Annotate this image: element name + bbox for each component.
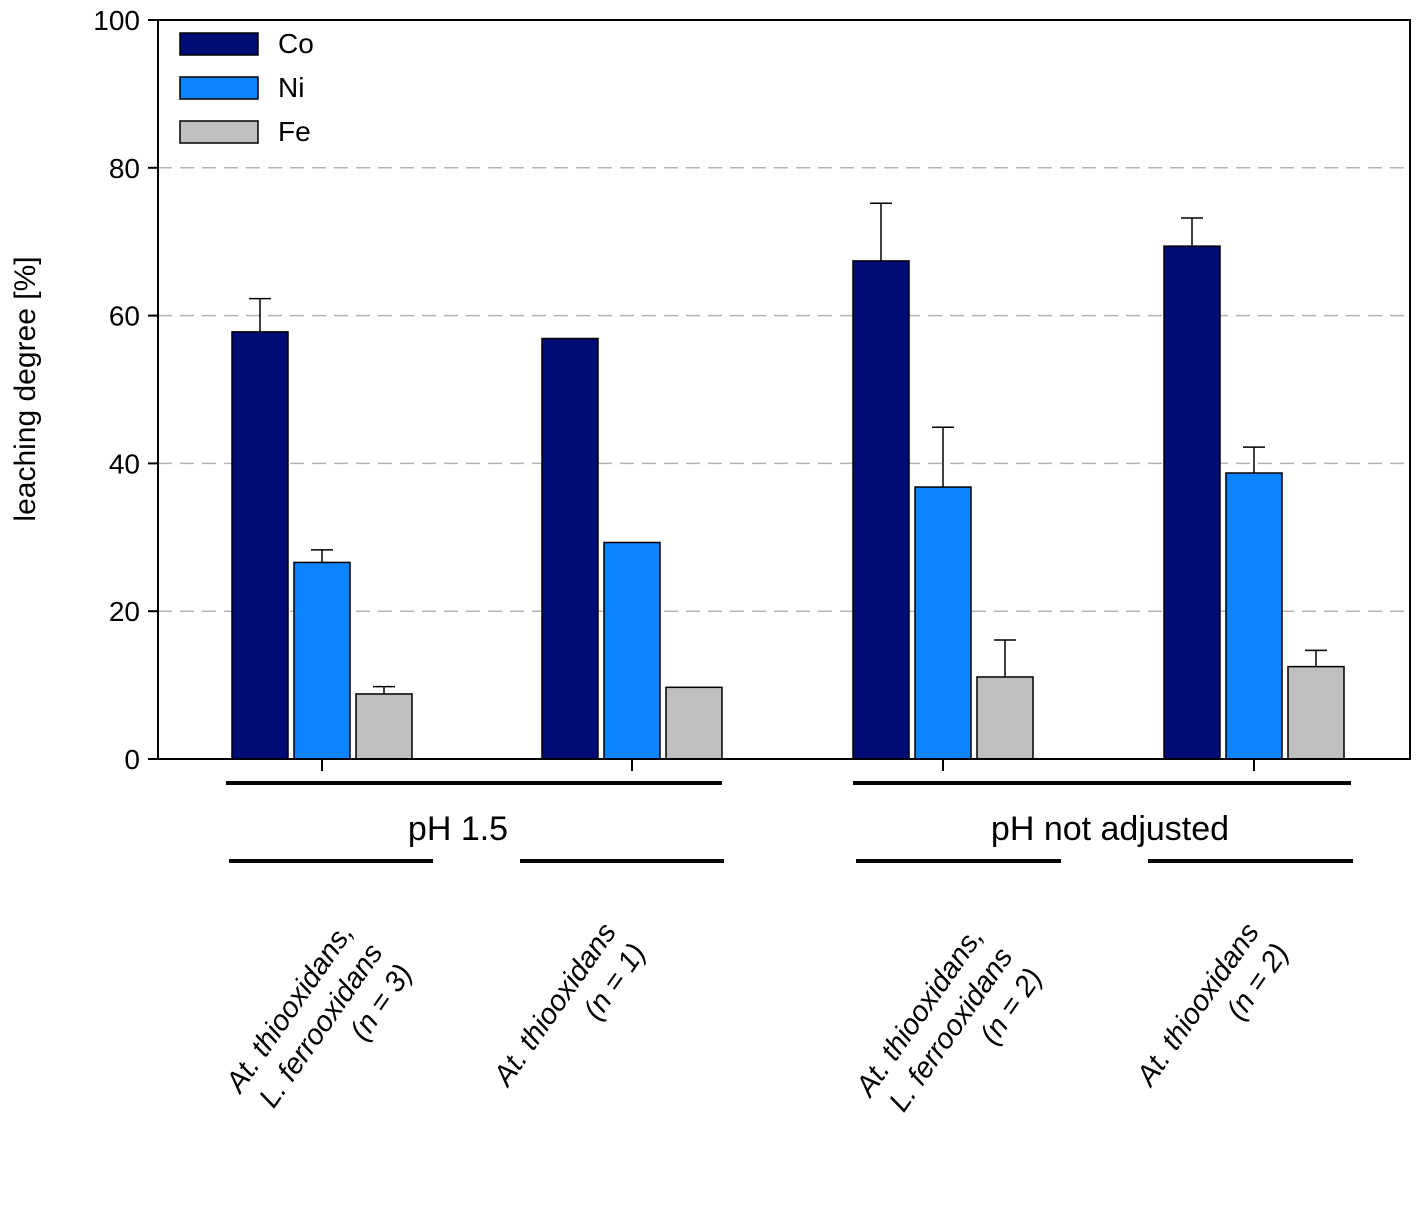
y-tick-label: 60 <box>109 301 140 332</box>
x-axis <box>321 759 1255 771</box>
bar-ni <box>1225 472 1283 760</box>
legend-swatch-co <box>179 32 259 56</box>
category-label: At. thiooxidans,L. ferrooxidans(n = 3) <box>219 917 419 1113</box>
bar-co <box>541 337 599 760</box>
legend-swatch-fe <box>179 120 259 144</box>
bars <box>231 245 1345 760</box>
legend-label-fe: Fe <box>278 116 311 147</box>
bar-co <box>231 331 289 760</box>
bar-fe <box>665 686 723 760</box>
bar-co <box>852 260 910 760</box>
error-bars <box>249 202 1327 694</box>
bar-ni <box>603 541 661 760</box>
y-tick-label: 80 <box>109 153 140 184</box>
legend-label-co: Co <box>278 28 314 59</box>
bar-ni <box>293 561 351 760</box>
category-label: At. thiooxidans(n = 1) <box>486 917 652 1093</box>
gridlines <box>158 167 1410 612</box>
legend-label-ni: Ni <box>278 72 304 103</box>
category-label: At. thiooxidans,L. ferrooxidans(n = 2) <box>849 921 1049 1117</box>
y-axis: 0 20 40 60 80 100 <box>93 5 158 775</box>
group-annotations: pH 1.5 pH not adjusted <box>226 781 1353 863</box>
plot-frame <box>157 19 1411 760</box>
y-tick-label: 100 <box>93 5 140 36</box>
bar-ni <box>914 486 972 760</box>
y-tick-label: 40 <box>109 448 140 479</box>
y-tick-label: 20 <box>109 596 140 627</box>
legend-swatch-ni <box>179 76 259 100</box>
group-label: pH not adjusted <box>991 810 1229 848</box>
group-label: pH 1.5 <box>408 810 508 848</box>
y-axis-label: leaching degree [%] <box>9 256 42 521</box>
y-tick-label: 0 <box>124 744 140 775</box>
category-label: At. thiooxidans(n = 2) <box>1129 917 1295 1093</box>
bar-fe <box>355 693 413 760</box>
bar-co <box>1163 245 1221 760</box>
bar-fe <box>1287 665 1345 760</box>
bar-fe <box>976 676 1034 760</box>
legend: Co Ni Fe <box>179 28 314 147</box>
category-labels: At. thiooxidans,L. ferrooxidans(n = 3) At… <box>219 917 1296 1117</box>
